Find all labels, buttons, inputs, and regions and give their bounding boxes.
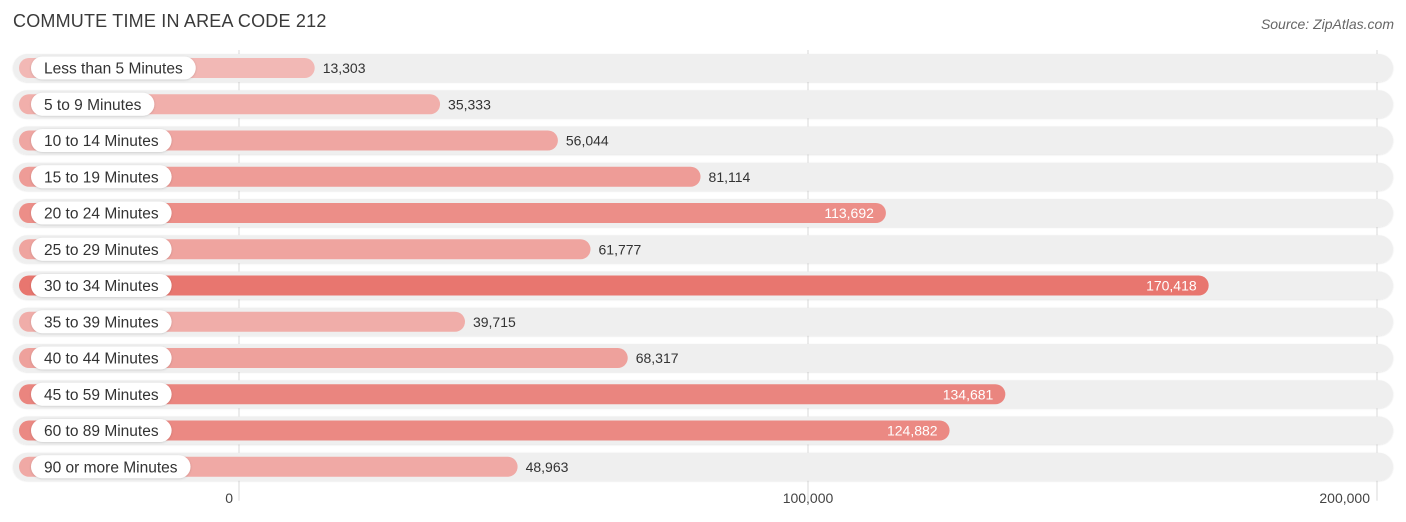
category-label: 30 to 34 Minutes bbox=[44, 278, 159, 295]
category-label: 25 to 29 Minutes bbox=[44, 242, 159, 259]
chart-source: Source: ZipAtlas.com bbox=[1260, 16, 1394, 32]
category-label: 90 or more Minutes bbox=[44, 459, 178, 476]
category-label: Less than 5 Minutes bbox=[44, 61, 183, 78]
bar-row: 45 to 59 Minutes 134,681 bbox=[13, 380, 1393, 409]
category-label-pill bbox=[31, 201, 172, 225]
value-label: 35,333 bbox=[448, 96, 491, 112]
category-label: 45 to 59 Minutes bbox=[44, 387, 159, 404]
bar-row: 5 to 9 Minutes 35,333 bbox=[13, 90, 1393, 119]
value-label: 68,317 bbox=[636, 350, 679, 366]
chart-title: COMMUTE TIME IN AREA CODE 212 bbox=[13, 11, 327, 31]
category-label: 35 to 39 Minutes bbox=[44, 314, 159, 331]
value-label: 113,692 bbox=[824, 205, 874, 221]
value-label: 61,777 bbox=[599, 241, 642, 257]
category-label: 15 to 19 Minutes bbox=[44, 169, 159, 186]
bar-row: 25 to 29 Minutes 61,777 bbox=[13, 235, 1393, 264]
value-label: 124,882 bbox=[887, 423, 938, 439]
category-label-pill bbox=[31, 129, 172, 152]
category-label-pill bbox=[31, 56, 196, 80]
bar-row: 30 to 34 Minutes 170,418 bbox=[13, 271, 1393, 300]
bar-row: 90 or more Minutes 48,963 bbox=[13, 452, 1393, 481]
category-label: 40 to 44 Minutes bbox=[44, 351, 159, 368]
bar bbox=[19, 166, 701, 187]
x-tick-label: 100,000 bbox=[783, 490, 834, 506]
value-label: 48,963 bbox=[526, 459, 569, 475]
category-label-pill bbox=[31, 165, 172, 189]
bar-row: 35 to 39 Minutes 39,715 bbox=[13, 307, 1393, 336]
bar-rows: Less than 5 Minutes 13,303 5 to 9 Minutes 3… bbox=[13, 54, 1393, 481]
x-tick-label: 200,000 bbox=[1319, 490, 1370, 506]
category-label-pill bbox=[31, 382, 172, 406]
bar-row: 15 to 19 Minutes 81,114 bbox=[13, 162, 1393, 191]
bar bbox=[19, 348, 628, 368]
bar-row: Less than 5 Minutes 13,303 bbox=[13, 54, 1393, 82]
category-label-pill bbox=[31, 455, 191, 479]
x-tick-label: 0 bbox=[225, 490, 233, 506]
bar bbox=[19, 384, 1006, 405]
bar bbox=[19, 275, 1209, 296]
bar-track bbox=[13, 54, 1393, 82]
bar-row: 10 to 14 Minutes 56,044 bbox=[13, 126, 1393, 155]
category-label: 20 to 24 Minutes bbox=[44, 206, 159, 223]
value-label: 81,114 bbox=[709, 169, 751, 185]
bar-row: 40 to 44 Minutes 68,317 bbox=[13, 344, 1393, 372]
bar bbox=[19, 420, 950, 441]
value-label: 13,303 bbox=[323, 60, 366, 76]
category-label: 10 to 14 Minutes bbox=[44, 133, 159, 150]
x-axis: 0 100,000 200,000 bbox=[225, 490, 1370, 506]
category-label: 5 to 9 Minutes bbox=[44, 97, 142, 114]
bar bbox=[19, 203, 886, 223]
category-label-pill bbox=[31, 419, 172, 442]
category-label-pill bbox=[31, 310, 172, 334]
value-label: 56,044 bbox=[566, 133, 609, 149]
value-label: 170,418 bbox=[1146, 278, 1197, 294]
value-label: 134,681 bbox=[943, 386, 994, 402]
category-label-pill bbox=[31, 237, 172, 261]
category-label-pill bbox=[31, 92, 155, 116]
value-label: 39,715 bbox=[473, 314, 516, 330]
category-label-pill bbox=[31, 346, 172, 370]
category-label: 60 to 89 Minutes bbox=[44, 423, 159, 440]
bar-row: 20 to 24 Minutes 113,692 bbox=[13, 199, 1393, 227]
bar-row: 60 to 89 Minutes 124,882 bbox=[13, 416, 1393, 445]
category-label-pill bbox=[31, 274, 172, 297]
